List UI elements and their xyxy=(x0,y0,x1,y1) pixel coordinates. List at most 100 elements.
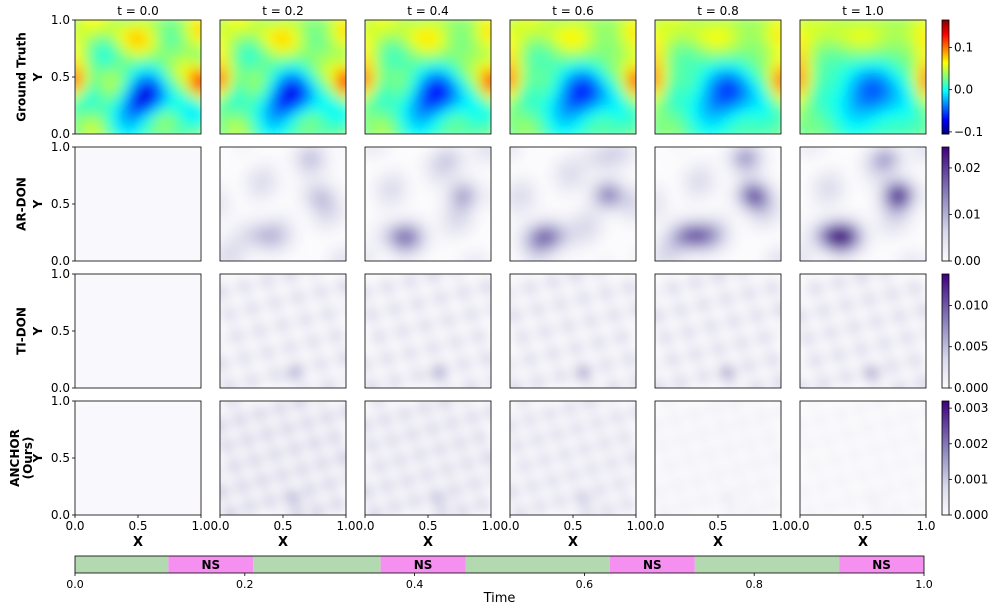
colorbar: 0.1 0.0 −0.1 xyxy=(941,19,983,139)
timeline-segment xyxy=(694,556,840,573)
ns-segment xyxy=(609,556,695,573)
ns-segment-label: NS xyxy=(643,558,662,572)
colorbar-tick-label: 0.01 xyxy=(954,207,981,221)
x-axis-label: X xyxy=(713,535,723,550)
heatmap-panel xyxy=(799,19,927,135)
timeline-tick-label: 0.0 xyxy=(66,578,84,591)
row-label: Ground Truth xyxy=(15,32,29,121)
y-tick-label: 1.0 xyxy=(51,267,70,281)
panel-frame xyxy=(509,19,637,135)
colorbar-tick-label: 0.001 xyxy=(954,472,988,486)
heatmap-grid: 0.0 0.5 1.0 Y 0.0 0.5 1.0 Y 0.0 0.5 1.0 Y 0.0 0.5 1.0 Y… xyxy=(31,13,936,550)
x-tick-label: 0.5 xyxy=(708,519,727,533)
heatmap-panel: 0.0 0.5 1.0 X xyxy=(500,400,646,550)
colorbar-tick-label: 0.1 xyxy=(954,40,973,54)
row-label: TI-DON xyxy=(15,307,29,355)
ns-segment xyxy=(380,556,466,573)
colorbar-tick-label: 0.002 xyxy=(954,437,988,451)
colorbar: 0.02 0.01 0.00 xyxy=(941,146,981,268)
heatmap-panel: 0.0 0.5 1.0 Y xyxy=(31,267,202,395)
x-tick-label: 0.0 xyxy=(790,519,809,533)
timeline-tick-label: 0.4 xyxy=(406,578,424,591)
timeline-segment xyxy=(75,556,169,573)
heatmap-panel xyxy=(509,273,637,389)
colorbars: 0.10.0−0.10.020.010.000.0100.0050.0000.0… xyxy=(941,19,988,522)
timeline-bar: NS NS NS NS 0.0 0.2 0.4 0.6 0.8 1.0 Time xyxy=(66,555,933,606)
heatmap-panel: 0.0 0.5 1.0 Y 0.0 0.5 1.0 X xyxy=(31,394,211,550)
ns-segment-label: NS xyxy=(201,558,220,572)
x-tick-label: 1.0 xyxy=(916,519,935,533)
ns-segment-label: NS xyxy=(414,558,433,572)
heatmap-panel xyxy=(219,19,347,135)
axis-labels: t = 0.0 t = 0.2 t = 0.4 t = 0.6 t = 0.8 t = 1… xyxy=(8,4,884,487)
x-tick-label: 1.0 xyxy=(481,519,500,533)
y-tick-label: 0.5 xyxy=(51,197,70,211)
timeline-tick-label: 0.6 xyxy=(576,578,594,591)
time-title: t = 1.0 xyxy=(842,4,883,18)
x-tick-label: 1.0 xyxy=(336,519,355,533)
y-axis-label: Y xyxy=(31,72,45,82)
ns-segment xyxy=(168,556,254,573)
colorbar-tick-label: 0.003 xyxy=(954,401,988,415)
x-axis-label: X xyxy=(858,535,868,550)
heatmap-panel xyxy=(364,273,492,389)
y-tick-label: 0.0 xyxy=(51,508,70,522)
colorbar-tick-label: 0.000 xyxy=(954,381,988,395)
y-tick-label: 0.0 xyxy=(51,127,70,141)
time-title: t = 0.2 xyxy=(262,4,303,18)
row-label: (Ours) xyxy=(21,437,35,480)
x-axis-label: X xyxy=(568,535,578,550)
colorbar-tick-label: 0.02 xyxy=(954,161,981,175)
x-tick-label: 0.0 xyxy=(500,519,519,533)
x-tick-label: 0.5 xyxy=(853,519,872,533)
x-axis-label: X xyxy=(133,535,143,550)
colorbar: 0.010 0.005 0.000 xyxy=(941,273,988,395)
y-tick-label: 1.0 xyxy=(51,13,70,27)
time-title: t = 0.8 xyxy=(697,4,738,18)
heatmap-panel: 0.0 0.5 1.0 X xyxy=(790,400,936,550)
time-title: t = 0.4 xyxy=(407,4,448,18)
ns-segment-label: NS xyxy=(872,558,891,572)
x-tick-label: 1.0 xyxy=(771,519,790,533)
heatmap-panel: 0.0 0.5 1.0 X xyxy=(645,400,791,550)
panel-frame xyxy=(509,273,637,389)
panel-frame xyxy=(219,273,347,389)
colorbar-tick-label: 0.0 xyxy=(954,83,973,97)
y-tick-label: 0.5 xyxy=(51,70,70,84)
heatmap-panel xyxy=(799,273,927,389)
panel-frame xyxy=(799,19,927,135)
timeline-segment xyxy=(465,556,610,573)
row-label: AR-DON xyxy=(15,177,29,231)
panel-frame xyxy=(799,146,927,262)
heatmap-panel: 0.0 0.5 1.0 X xyxy=(210,400,356,550)
heatmap-panel xyxy=(219,273,347,389)
time-title: t = 0.0 xyxy=(117,4,158,18)
row-label: ANCHOR xyxy=(8,429,22,487)
heatmap-panel xyxy=(799,146,927,262)
y-axis-label: Y xyxy=(31,199,45,209)
x-tick-label: 1.0 xyxy=(191,519,210,533)
timeline-segment xyxy=(253,556,381,573)
heatmap-panel xyxy=(364,19,492,135)
panel-frame xyxy=(364,146,492,262)
timeline-tick-label: 0.2 xyxy=(236,578,254,591)
x-tick-label: 0.0 xyxy=(210,519,229,533)
x-tick-label: 0.0 xyxy=(65,519,84,533)
y-tick-label: 1.0 xyxy=(51,140,70,154)
colorbar-tick-label: 0.000 xyxy=(954,508,988,522)
panel-frame xyxy=(654,146,782,262)
heatmap-panel xyxy=(654,19,782,135)
y-axis-label: Y xyxy=(31,326,45,336)
heatmap-panel: 0.0 0.5 1.0 X xyxy=(355,400,501,550)
y-axis-label: Y xyxy=(31,453,45,463)
heatmap-panel xyxy=(654,146,782,262)
heatmap-panel xyxy=(509,19,637,135)
panel-frame xyxy=(509,146,637,262)
panel-frame xyxy=(799,273,927,389)
x-tick-label: 0.5 xyxy=(128,519,147,533)
heatmap-panel: 0.0 0.5 1.0 Y xyxy=(31,13,202,141)
x-tick-label: 0.5 xyxy=(563,519,582,533)
y-tick-label: 0.0 xyxy=(51,254,70,268)
x-tick-label: 0.5 xyxy=(418,519,437,533)
